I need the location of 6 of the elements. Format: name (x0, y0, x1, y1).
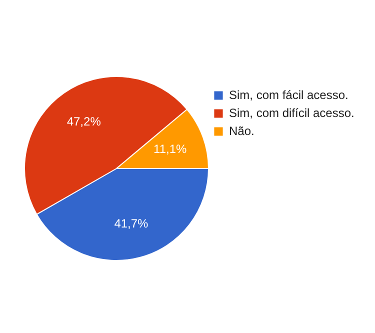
legend-label: Sim, com fácil acesso. (229, 88, 348, 102)
legend-label: Sim, com difícil acesso. (229, 106, 354, 120)
legend-label: Não. (229, 124, 254, 138)
data-label: 47,2% (66, 114, 102, 129)
data-label: 11,1% (154, 142, 188, 156)
data-label: 41,7% (114, 216, 149, 231)
